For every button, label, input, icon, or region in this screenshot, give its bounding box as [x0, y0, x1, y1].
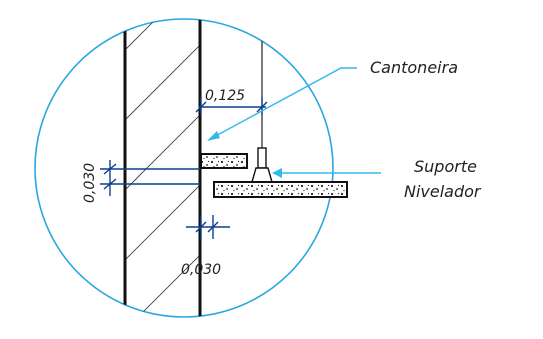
leveling-support — [251, 147, 273, 183]
dimension-height-left — [100, 160, 200, 196]
detail-circle — [34, 18, 334, 318]
dimension-height-label: 0,030 — [82, 163, 98, 203]
dimension-gap-label: 0,030 — [181, 262, 221, 278]
dimension-gap-bottom — [186, 215, 230, 239]
dimension-width-top — [195, 97, 268, 115]
suporte-arrow — [272, 168, 282, 178]
lower-panel — [213, 181, 348, 198]
leader-lines — [211, 67, 381, 174]
dimension-width-label: 0,125 — [205, 88, 245, 104]
cantoneira-profile — [200, 153, 248, 169]
cantoneira-label: Cantoneira — [370, 58, 458, 77]
nivelador-label: Nivelador — [404, 182, 482, 201]
suporte-label: Suporte — [414, 157, 477, 176]
wall-hatch — [125, 19, 200, 317]
cantoneira-arrow — [207, 131, 220, 141]
